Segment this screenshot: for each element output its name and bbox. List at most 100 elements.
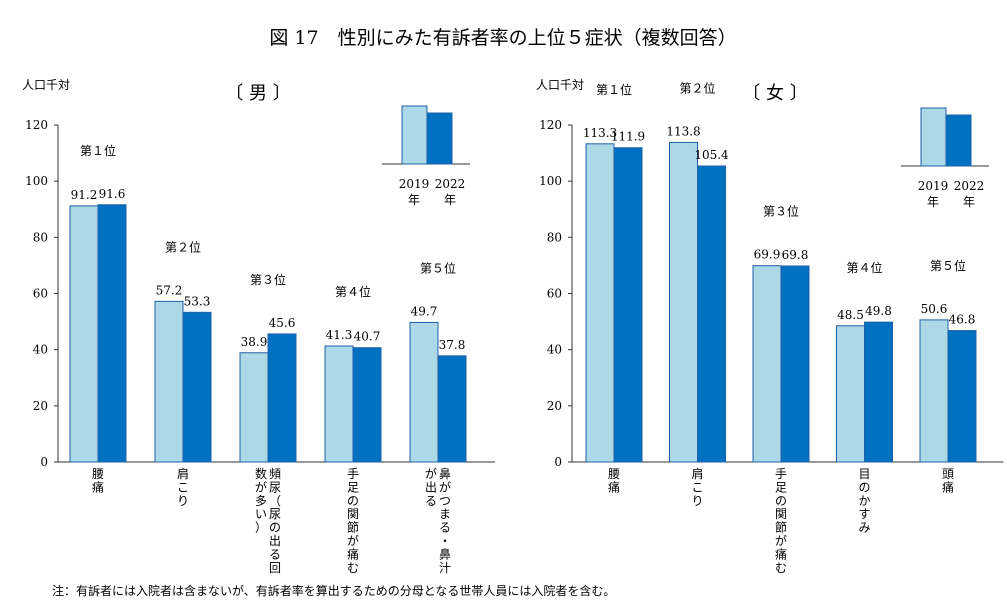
bar-2019 [324, 345, 354, 463]
category-label-char: 肩 [177, 466, 189, 481]
category-label-char: 痛 [608, 479, 620, 494]
y-tick-label: 120 [25, 118, 48, 132]
data-label-2019: 91.2 [71, 188, 98, 202]
bar-2019 [669, 141, 698, 463]
y-tick-label: 80 [547, 230, 562, 244]
category-label-char: い [255, 507, 267, 521]
legend: 2019 年 2022 年 [901, 107, 989, 209]
rank-label: 第３位 [763, 204, 799, 219]
legend-label-line: 年 [927, 195, 939, 209]
category-label-char: 痛 [92, 479, 104, 494]
data-label-2022: 69.8 [782, 248, 809, 262]
data-label-2019: 48.5 [837, 308, 864, 322]
category-label: 肩こり [691, 466, 703, 508]
category-label-char: す [858, 507, 870, 521]
data-label-2022: 91.6 [99, 187, 126, 201]
bar-2022 [97, 204, 127, 463]
category-label-char: が [439, 479, 451, 494]
category-label-char: つ [439, 494, 451, 508]
category-label-char: 出 [425, 480, 437, 494]
category-label-char: 肩 [691, 466, 703, 481]
category-label-char: 痛 [942, 479, 954, 494]
category-label-char: り [177, 494, 189, 508]
bar-2019 [154, 300, 184, 463]
bar-2022 [864, 321, 893, 463]
category-label-char: 鼻 [439, 466, 451, 481]
rank-label: 第４位 [335, 284, 371, 299]
category-label-char: る [269, 547, 281, 561]
rank-label: 第５位 [420, 260, 456, 275]
legend: 2019 年 2022 年 [382, 105, 470, 207]
rank-label: 第１位 [596, 82, 632, 97]
category-label-char: り [691, 494, 703, 508]
bar-2022 [437, 355, 467, 463]
category-label-char: 目 [858, 467, 870, 481]
data-label-2019: 57.2 [156, 283, 183, 297]
y-tick-label: 120 [539, 118, 562, 132]
category-label: 目のかすみ [858, 467, 870, 535]
category-label-char: か [858, 494, 870, 508]
category-label-char: む [775, 561, 787, 575]
y-tick-label: 0 [554, 455, 562, 469]
bar-2019 [919, 319, 949, 463]
category-label: 頻尿（尿の出る回 数が多い） [255, 466, 281, 575]
data-label-2022: 40.7 [354, 330, 381, 344]
category-label-char: が [425, 466, 437, 481]
category-label-char: 回 [269, 561, 281, 575]
legend-label-2019: 2019 年 [399, 177, 430, 207]
category-label-char: ま [439, 507, 451, 521]
y-tick-label: 60 [547, 287, 562, 301]
category-label-char: む [347, 561, 359, 575]
category-label-char: 数 [255, 466, 267, 481]
data-label-2019: 41.3 [326, 328, 353, 342]
data-label-2019: 113.3 [583, 126, 617, 140]
data-label-2019: 38.9 [241, 335, 268, 349]
legend-label-line: 年 [444, 193, 456, 207]
category-label: 頭痛 [942, 467, 954, 494]
figure-title: 図 17 性別にみた有訴者率の上位５症状（複数回答） [269, 27, 736, 49]
category-label-char: 手 [775, 467, 787, 481]
category-label-char: の [858, 480, 870, 494]
data-label-2019: 50.6 [921, 302, 948, 316]
data-label-2019: 49.7 [411, 304, 438, 318]
y-tick-label: 20 [33, 399, 48, 413]
category-label-char: み [858, 521, 870, 535]
category-label-char: 尿 [269, 507, 281, 521]
category-label-char: 汁 [439, 561, 451, 575]
panel-title: 〔 男 〕 [225, 83, 290, 104]
category-label-char: が [347, 533, 359, 548]
category-label-char: る [425, 494, 437, 508]
bar-2022 [267, 333, 297, 463]
legend-label-line: 年 [408, 193, 420, 207]
legend-label-line: 2022 [954, 179, 985, 193]
rank-label: 第５位 [930, 258, 966, 273]
category-label-char: 多 [255, 494, 267, 508]
category-label-char: 足 [347, 480, 359, 494]
category-label: 肩こり [177, 466, 189, 508]
bar-2022 [697, 165, 726, 463]
data-label-2019: 113.8 [666, 124, 700, 138]
legend-swatch-2019 [920, 107, 947, 167]
rank-label: 第２位 [679, 80, 715, 95]
legend-swatch-2019 [401, 105, 428, 165]
category-label: 手足の関節が痛む [347, 467, 359, 575]
category-label-char: 痛 [775, 546, 787, 561]
y-tick-label: 40 [547, 343, 562, 357]
legend-swatch-2022 [945, 114, 972, 167]
category-label: 腰痛 [608, 467, 620, 494]
category-label-char: ・ [439, 534, 451, 548]
rank-label: 第２位 [165, 239, 201, 254]
rank-label: 第４位 [846, 260, 882, 275]
figure-note: 注：有訴者には入院者は含まないが、有訴者率を算出するための分母となる世帯人員には… [52, 583, 615, 598]
data-label-2019: 69.9 [754, 248, 781, 262]
category-label-char: 痛 [347, 546, 359, 561]
category-label-char: 頻 [269, 467, 281, 481]
category-label-char: が [255, 479, 267, 494]
category-label-char: こ [691, 480, 703, 494]
category-label-char: 関 [775, 507, 787, 521]
legend-label-2022: 2022 年 [435, 177, 466, 207]
category-label-char: 足 [775, 480, 787, 494]
